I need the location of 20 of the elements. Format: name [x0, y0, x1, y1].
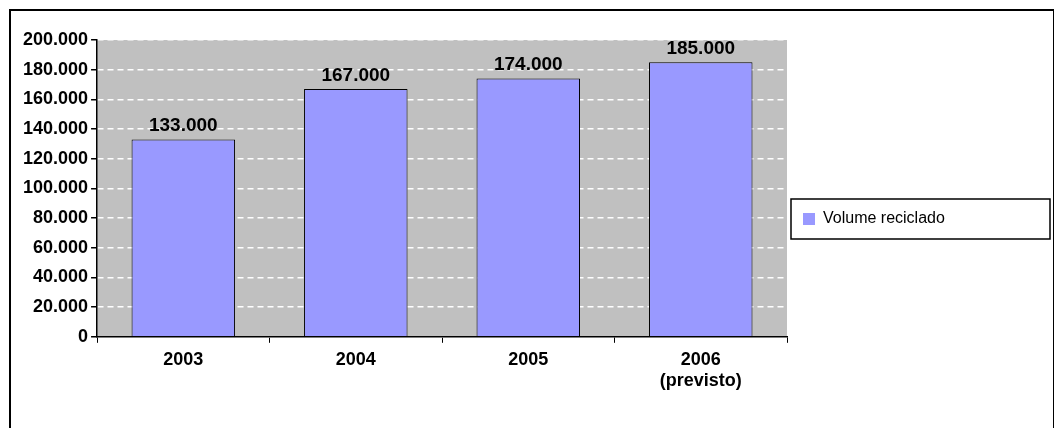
y-tick-label: 60.000 — [33, 236, 89, 257]
y-tick-label: 0 — [78, 325, 89, 346]
y-tick-label: 40.000 — [33, 266, 89, 287]
y-tick-label: 140.000 — [22, 118, 89, 139]
y-tick-label: 160.000 — [22, 88, 89, 109]
data-label: 174.000 — [493, 53, 563, 75]
data-label: 185.000 — [666, 36, 736, 58]
y-tick-label: 100.000 — [22, 177, 89, 198]
x-tick-label: 2004 — [335, 348, 376, 369]
y-tick-label: 80.000 — [33, 207, 89, 228]
data-label: 133.000 — [148, 114, 218, 136]
x-tick-label: 2003 — [163, 348, 204, 369]
y-tick-label: 200.000 — [22, 28, 89, 49]
legend-label: Volume reciclado — [823, 209, 945, 227]
y-tick-label: 120.000 — [22, 147, 89, 168]
data-label: 167.000 — [321, 63, 391, 85]
y-tick-label: 180.000 — [22, 58, 89, 79]
y-tick-label: 20.000 — [33, 296, 89, 317]
x-tick-label: 2005 — [508, 348, 549, 369]
x-tick-label: 2006 (previsto) — [659, 348, 742, 391]
